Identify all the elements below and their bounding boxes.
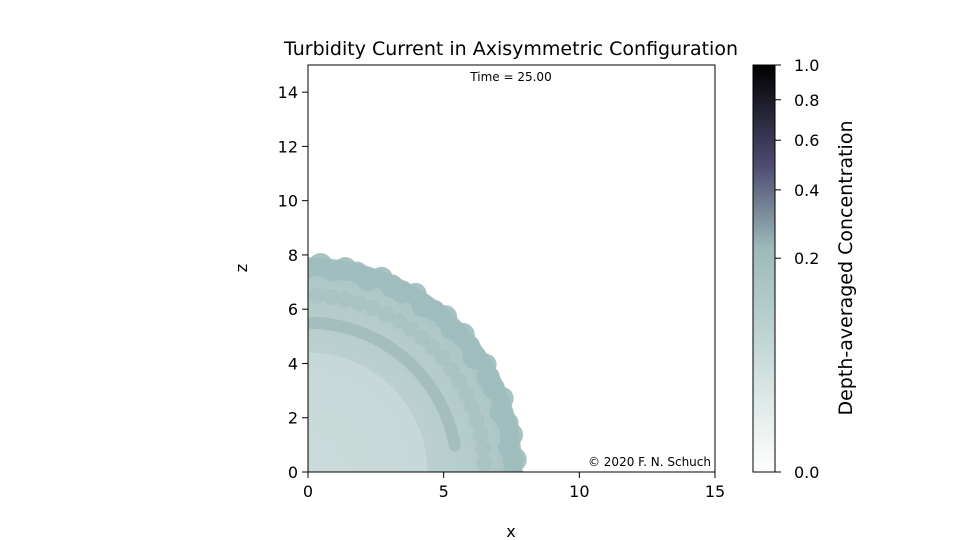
colorbar-tick-label: 0.2 (794, 249, 819, 268)
colorbar-label: Depth-averaged Concentration (835, 120, 857, 415)
y-tick-label: 2 (288, 409, 298, 428)
colorbar-tick-label: 0.4 (794, 181, 819, 200)
inner-lobe (414, 329, 431, 346)
y-tick-label: 12 (278, 137, 298, 156)
inner-lobe (337, 291, 354, 308)
inner-lobe (424, 339, 441, 356)
x-tick-label: 15 (705, 482, 725, 501)
inner-lobe (323, 289, 340, 306)
colorbar-tick-label: 0.6 (794, 131, 819, 150)
inner-lobe (476, 455, 493, 472)
x-axis-label: x (506, 522, 515, 540)
chart-title: Turbidity Current in Axisymmetric Config… (283, 38, 738, 60)
inner-lobe (458, 385, 475, 402)
front-lobe (308, 257, 319, 278)
inner-ring (308, 316, 461, 452)
inner-lobe (474, 440, 491, 457)
inner-lobe (390, 312, 407, 329)
inner-lobe (364, 300, 381, 317)
y-tick-label: 8 (288, 246, 298, 265)
inner-lobe (378, 305, 395, 322)
x-tick-label: 0 (303, 482, 313, 501)
inner-lobe (434, 349, 451, 366)
inner-lobe (402, 320, 419, 337)
y-tick-label: 10 (278, 192, 298, 211)
y-tick-label: 0 (288, 463, 298, 482)
inner-lobe (463, 399, 480, 416)
y-tick-label: 14 (278, 83, 298, 102)
x-tick-label: 5 (439, 482, 449, 501)
colorbar: 0.0 0.2 0.4 0.6 0.8 1.0 Depth-averaged Concen… (752, 56, 857, 482)
x-tick-label: 10 (569, 482, 589, 501)
x-axis: 0 5 10 15 (303, 472, 725, 501)
turbidity-current-field (308, 253, 527, 472)
current-core (308, 352, 428, 472)
colorbar-tick-label: 0.8 (794, 91, 819, 110)
plot-area: Time = 25.00 © 2020 F. N. Schuch (307, 64, 716, 473)
y-tick-label: 6 (288, 300, 298, 319)
colorbar-tick-label: 1.0 (794, 56, 819, 75)
colorbar-gradient (752, 64, 776, 473)
inner-lobe (468, 412, 485, 429)
y-tick-label: 4 (288, 354, 298, 373)
inner-lobe (451, 373, 468, 390)
inner-lobe (443, 361, 460, 378)
plot-frame (307, 64, 716, 473)
colorbar-tick-label: 0.0 (794, 463, 819, 482)
y-axis: 0 2 4 6 8 10 12 14 (278, 83, 308, 482)
y-axis-label: z (232, 264, 251, 272)
inner-lobe (351, 295, 368, 312)
inner-lobe (472, 426, 489, 443)
inner-lobe (308, 287, 325, 304)
time-annotation: Time = 25.00 (469, 70, 551, 84)
copyright-annotation: © 2020 F. N. Schuch (588, 455, 711, 469)
